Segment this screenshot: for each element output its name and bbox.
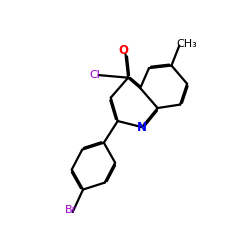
Text: Cl: Cl	[90, 70, 100, 80]
Text: CH₃: CH₃	[177, 39, 198, 49]
Text: O: O	[119, 44, 129, 57]
Text: Br: Br	[65, 205, 77, 215]
Text: N: N	[137, 120, 147, 134]
